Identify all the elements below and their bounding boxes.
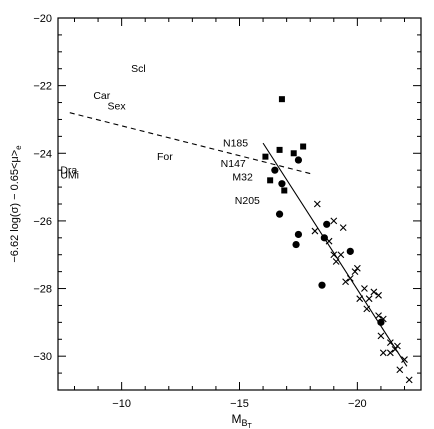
cross-point bbox=[363, 305, 371, 313]
cross-point bbox=[375, 291, 382, 299]
dashed-fit-line bbox=[69, 112, 311, 175]
circle-point bbox=[323, 220, 331, 228]
square-point bbox=[281, 187, 288, 194]
y-tick-label: −26 bbox=[33, 216, 52, 228]
cross-point bbox=[396, 366, 404, 374]
y-axis-label-main: −6.62 log(σ) − 0.65<μ> bbox=[9, 150, 21, 263]
circle-point bbox=[275, 210, 284, 218]
galaxy-label: Sex bbox=[108, 100, 127, 112]
x-tick-label: −15 bbox=[230, 398, 249, 410]
y-tick-label: −24 bbox=[33, 148, 52, 160]
cross-point bbox=[330, 251, 338, 259]
x-axis-label: MBT bbox=[232, 412, 253, 429]
cross-point bbox=[353, 264, 361, 272]
cross-point bbox=[401, 356, 408, 363]
x-tick-label: −20 bbox=[348, 398, 367, 410]
y-tick-label: −22 bbox=[33, 81, 52, 93]
galaxy-label: M32 bbox=[232, 171, 253, 183]
cross-point bbox=[351, 268, 359, 276]
cross-point bbox=[386, 339, 394, 347]
galaxy-label: Car bbox=[93, 90, 110, 102]
cross-point bbox=[346, 275, 354, 282]
square-point bbox=[267, 177, 274, 184]
y-tick-label: −28 bbox=[33, 284, 52, 296]
cross-point bbox=[342, 278, 349, 286]
galaxy-label: Scl bbox=[131, 63, 146, 75]
y-axis-label: −6.62 log(σ) − 0.65<μ>e bbox=[9, 145, 23, 263]
cross-point bbox=[330, 217, 338, 225]
square-point bbox=[262, 153, 269, 160]
cross-point bbox=[356, 295, 364, 303]
fit-lines bbox=[69, 112, 408, 367]
square-point bbox=[300, 143, 307, 150]
circle-point bbox=[294, 230, 303, 239]
data-points bbox=[262, 96, 413, 384]
cross-point bbox=[370, 288, 378, 296]
square-point bbox=[276, 146, 283, 153]
solid-fit-line bbox=[262, 142, 408, 367]
circle-point bbox=[278, 180, 286, 188]
cross-point bbox=[361, 285, 368, 292]
x-axis-label-sub: B bbox=[242, 418, 248, 428]
cross-point bbox=[386, 349, 394, 357]
y-tick-label: −30 bbox=[33, 351, 52, 363]
circle-point bbox=[271, 166, 279, 174]
cross-point bbox=[379, 315, 387, 323]
cross-point bbox=[311, 227, 319, 235]
square-point bbox=[290, 150, 297, 157]
cross-point bbox=[337, 251, 345, 259]
cross-point bbox=[377, 332, 385, 340]
y-axis-label-sub: e bbox=[14, 145, 23, 150]
cross-point bbox=[405, 376, 413, 384]
galaxy-label: For bbox=[157, 151, 173, 163]
cross-point bbox=[332, 258, 340, 265]
y-tick-label: −20 bbox=[33, 13, 52, 25]
galaxy-label: N205 bbox=[235, 195, 260, 207]
circle-point bbox=[292, 240, 300, 249]
x-axis-label-main: M bbox=[232, 412, 242, 426]
circle-point bbox=[294, 156, 303, 164]
cross-point bbox=[394, 342, 401, 350]
circle-point bbox=[346, 247, 354, 255]
axis-ticks: −20 −22 −24 −26 −28 −30 −10 −15 −20 bbox=[33, 13, 421, 410]
cross-point bbox=[313, 200, 321, 208]
galaxy-label: N147 bbox=[221, 158, 246, 170]
circle-point bbox=[320, 234, 328, 242]
cross-point bbox=[379, 349, 387, 357]
cross-point bbox=[339, 224, 347, 232]
square-point bbox=[278, 96, 285, 103]
circle-point bbox=[318, 281, 326, 289]
cross-point bbox=[365, 295, 373, 303]
galaxy-label: Dra bbox=[60, 165, 77, 177]
circle-point bbox=[377, 318, 385, 326]
galaxy-label: UMi bbox=[60, 170, 79, 182]
x-tick-label: −10 bbox=[112, 398, 131, 410]
plot-frame bbox=[57, 17, 422, 391]
x-axis-label-sub2: T bbox=[248, 423, 253, 429]
cross-point bbox=[391, 346, 399, 353]
cross-point bbox=[325, 237, 333, 245]
cross-point bbox=[375, 312, 382, 319]
galaxy-label: N185 bbox=[223, 138, 248, 150]
